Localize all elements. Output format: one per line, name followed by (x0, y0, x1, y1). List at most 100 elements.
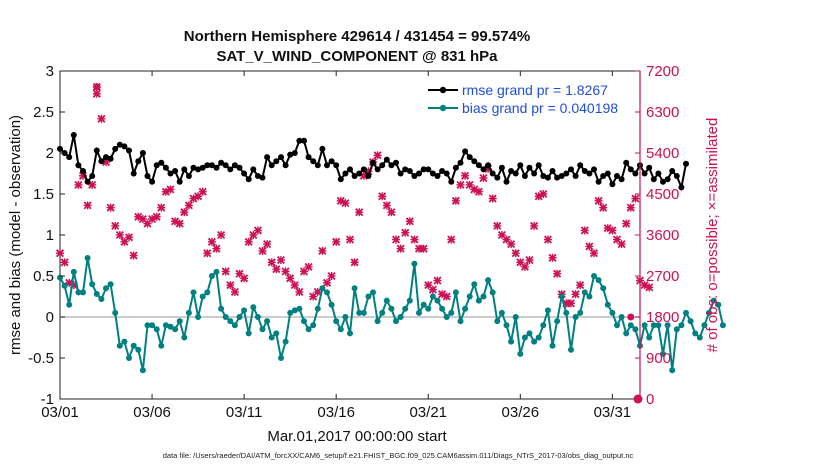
rmse-point (535, 162, 542, 169)
bias-point (664, 322, 671, 329)
rmse-point (581, 168, 588, 174)
rmse-point (521, 173, 528, 179)
bias-point (135, 346, 142, 353)
y-tick-label-right: 5400 (646, 145, 679, 162)
bias-point (324, 289, 330, 296)
bias-point (706, 309, 712, 316)
obs-assimilated-marker (83, 201, 92, 210)
bias-point (162, 322, 169, 329)
bias-point (568, 346, 574, 353)
rmse-point (591, 166, 597, 173)
bias-point (190, 289, 197, 296)
obs-assimilated-marker (295, 287, 304, 296)
obs-assimilated-marker (322, 278, 332, 287)
legend-rmse-label: rmse grand pr = 1.8267 (462, 82, 608, 98)
obs-assimilated-marker (207, 237, 216, 246)
legend-bias-marker (439, 104, 447, 112)
rmse-point (563, 170, 570, 177)
rmse-point (494, 174, 501, 181)
rmse-point (683, 160, 689, 167)
bias-point (181, 334, 188, 341)
rmse-point (374, 166, 381, 173)
obs-assimilated-marker (240, 274, 249, 283)
bias-point (236, 314, 243, 320)
bias-point (420, 301, 427, 308)
rmse-point (103, 154, 109, 161)
bias-point (416, 309, 422, 316)
obs-assimilated-marker (461, 171, 470, 180)
bias-point (250, 304, 257, 311)
rmse-point (291, 150, 298, 156)
bias-point (153, 326, 160, 333)
obs-assimilated-marker (60, 258, 69, 267)
chart-subtitle: SAT_V_WIND_COMPONENT @ 831 hPa (216, 48, 498, 65)
bias-point (107, 281, 114, 288)
rmse-point (660, 178, 666, 185)
bias-point (508, 338, 515, 345)
rmse-point (222, 162, 229, 169)
bias-point (614, 322, 620, 329)
rmse-point (254, 173, 261, 179)
y-tick-label-right: 7200 (646, 63, 679, 80)
bias-point (365, 293, 372, 300)
rmse-point (540, 173, 547, 179)
bias-point (222, 314, 229, 320)
obs-assimilated-marker (212, 244, 221, 253)
rmse-point (84, 178, 91, 185)
bias-point (595, 277, 602, 284)
bias-point (650, 322, 657, 329)
rmse-point (218, 159, 225, 166)
rmse-point (443, 170, 450, 177)
rmse-point (466, 154, 473, 161)
obs-assimilated-marker (286, 274, 295, 283)
rmse-point (264, 154, 271, 161)
obs-assimilated-marker (410, 235, 419, 244)
bias-point (218, 305, 225, 312)
bias-point (646, 334, 653, 341)
bias-point (149, 322, 156, 329)
rmse-point (485, 162, 492, 169)
obs-assimilated-marker (226, 281, 235, 290)
bias-point (692, 330, 699, 337)
rmse-point (614, 173, 620, 179)
obs-assimilated-marker (447, 235, 456, 244)
rmse-point (558, 173, 565, 179)
rmse-point (549, 168, 556, 174)
obs-assimilated-marker (520, 262, 529, 271)
rmse-point (678, 184, 685, 191)
rmse-point (301, 137, 307, 144)
bias-point (503, 322, 510, 329)
rmse-point (208, 162, 215, 169)
bias-point (347, 330, 353, 337)
obs-assimilated-marker (309, 292, 318, 301)
rmse-point (149, 178, 156, 185)
bias-point (489, 289, 496, 296)
obs-assimilated-marker (373, 151, 382, 160)
rmse-point (158, 159, 165, 166)
rmse-point (351, 173, 358, 179)
bias-point (204, 289, 211, 296)
rmse-point (241, 170, 248, 177)
bias-point (563, 309, 570, 316)
bias-point (683, 309, 689, 316)
y-tick-label-right: 2700 (646, 268, 679, 285)
obs-assimilated-marker (203, 249, 212, 258)
bias-point (429, 293, 436, 300)
rmse-point (273, 158, 280, 165)
rmse-point (107, 155, 114, 162)
bias-point (475, 297, 482, 304)
bias-point (195, 314, 202, 320)
obs-assimilated-marker (55, 249, 65, 258)
rmse-point (673, 173, 680, 179)
obs-assimilated-marker (382, 201, 391, 210)
y-tick-label-left: -1 (41, 391, 54, 408)
obs-assimilated-marker (543, 235, 552, 244)
rmse-point (393, 159, 399, 166)
rmse-point (199, 164, 206, 171)
bias-point (287, 309, 294, 316)
rmse-point (503, 178, 510, 185)
bias-point (172, 326, 179, 333)
obs-assimilated-marker (576, 281, 585, 290)
obs-assimilated-marker (428, 285, 437, 294)
bias-point (531, 338, 538, 345)
